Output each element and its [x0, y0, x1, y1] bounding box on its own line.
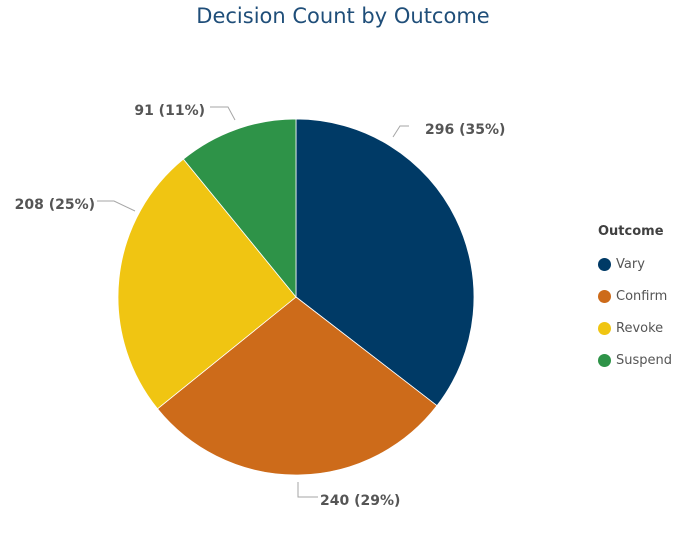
chart-title: Decision Count by Outcome — [196, 4, 490, 28]
leader-line-revoke — [97, 200, 136, 212]
pie-slice-revoke[interactable] — [117, 158, 297, 410]
data-label-vary: 296 (35%) — [425, 122, 505, 138]
legend: Outcome Vary Confirm Revoke Suspend — [598, 224, 672, 376]
slices-group — [117, 118, 475, 476]
legend-title: Outcome — [598, 224, 664, 239]
leader-lines-group — [97, 106, 409, 498]
legend-item-suspend[interactable]: Suspend — [598, 344, 672, 376]
pie-slice-vary[interactable] — [295, 118, 475, 407]
leader-line-confirm — [297, 482, 318, 498]
legend-swatch-suspend — [598, 353, 611, 367]
pie-slice-suspend[interactable] — [182, 118, 297, 299]
data-label-confirm: 240 (29%) — [320, 493, 400, 509]
legend-label-revoke: Revoke — [616, 320, 664, 336]
legend-item-confirm[interactable]: Confirm — [598, 280, 672, 312]
legend-label-confirm: Confirm — [616, 288, 668, 304]
data-label-suspend: 91 (11%) — [134, 103, 205, 119]
leader-line-vary — [392, 125, 409, 138]
data-label-revoke: 208 (25%) — [15, 197, 95, 213]
legend-label-suspend: Suspend — [616, 352, 673, 368]
legend-label-vary: Vary — [616, 256, 645, 272]
legend-swatch-vary — [598, 257, 611, 271]
pie-slice-confirm[interactable] — [156, 296, 438, 476]
legend-swatch-confirm — [598, 289, 611, 303]
legend-item-revoke[interactable]: Revoke — [598, 312, 672, 344]
leader-line-suspend — [210, 106, 236, 121]
legend-swatch-revoke — [598, 321, 611, 335]
data-labels-group: 296 (35%) 240 (29%) 208 (25%) 91 (11%) — [15, 103, 506, 509]
legend-item-vary[interactable]: Vary — [598, 248, 672, 280]
